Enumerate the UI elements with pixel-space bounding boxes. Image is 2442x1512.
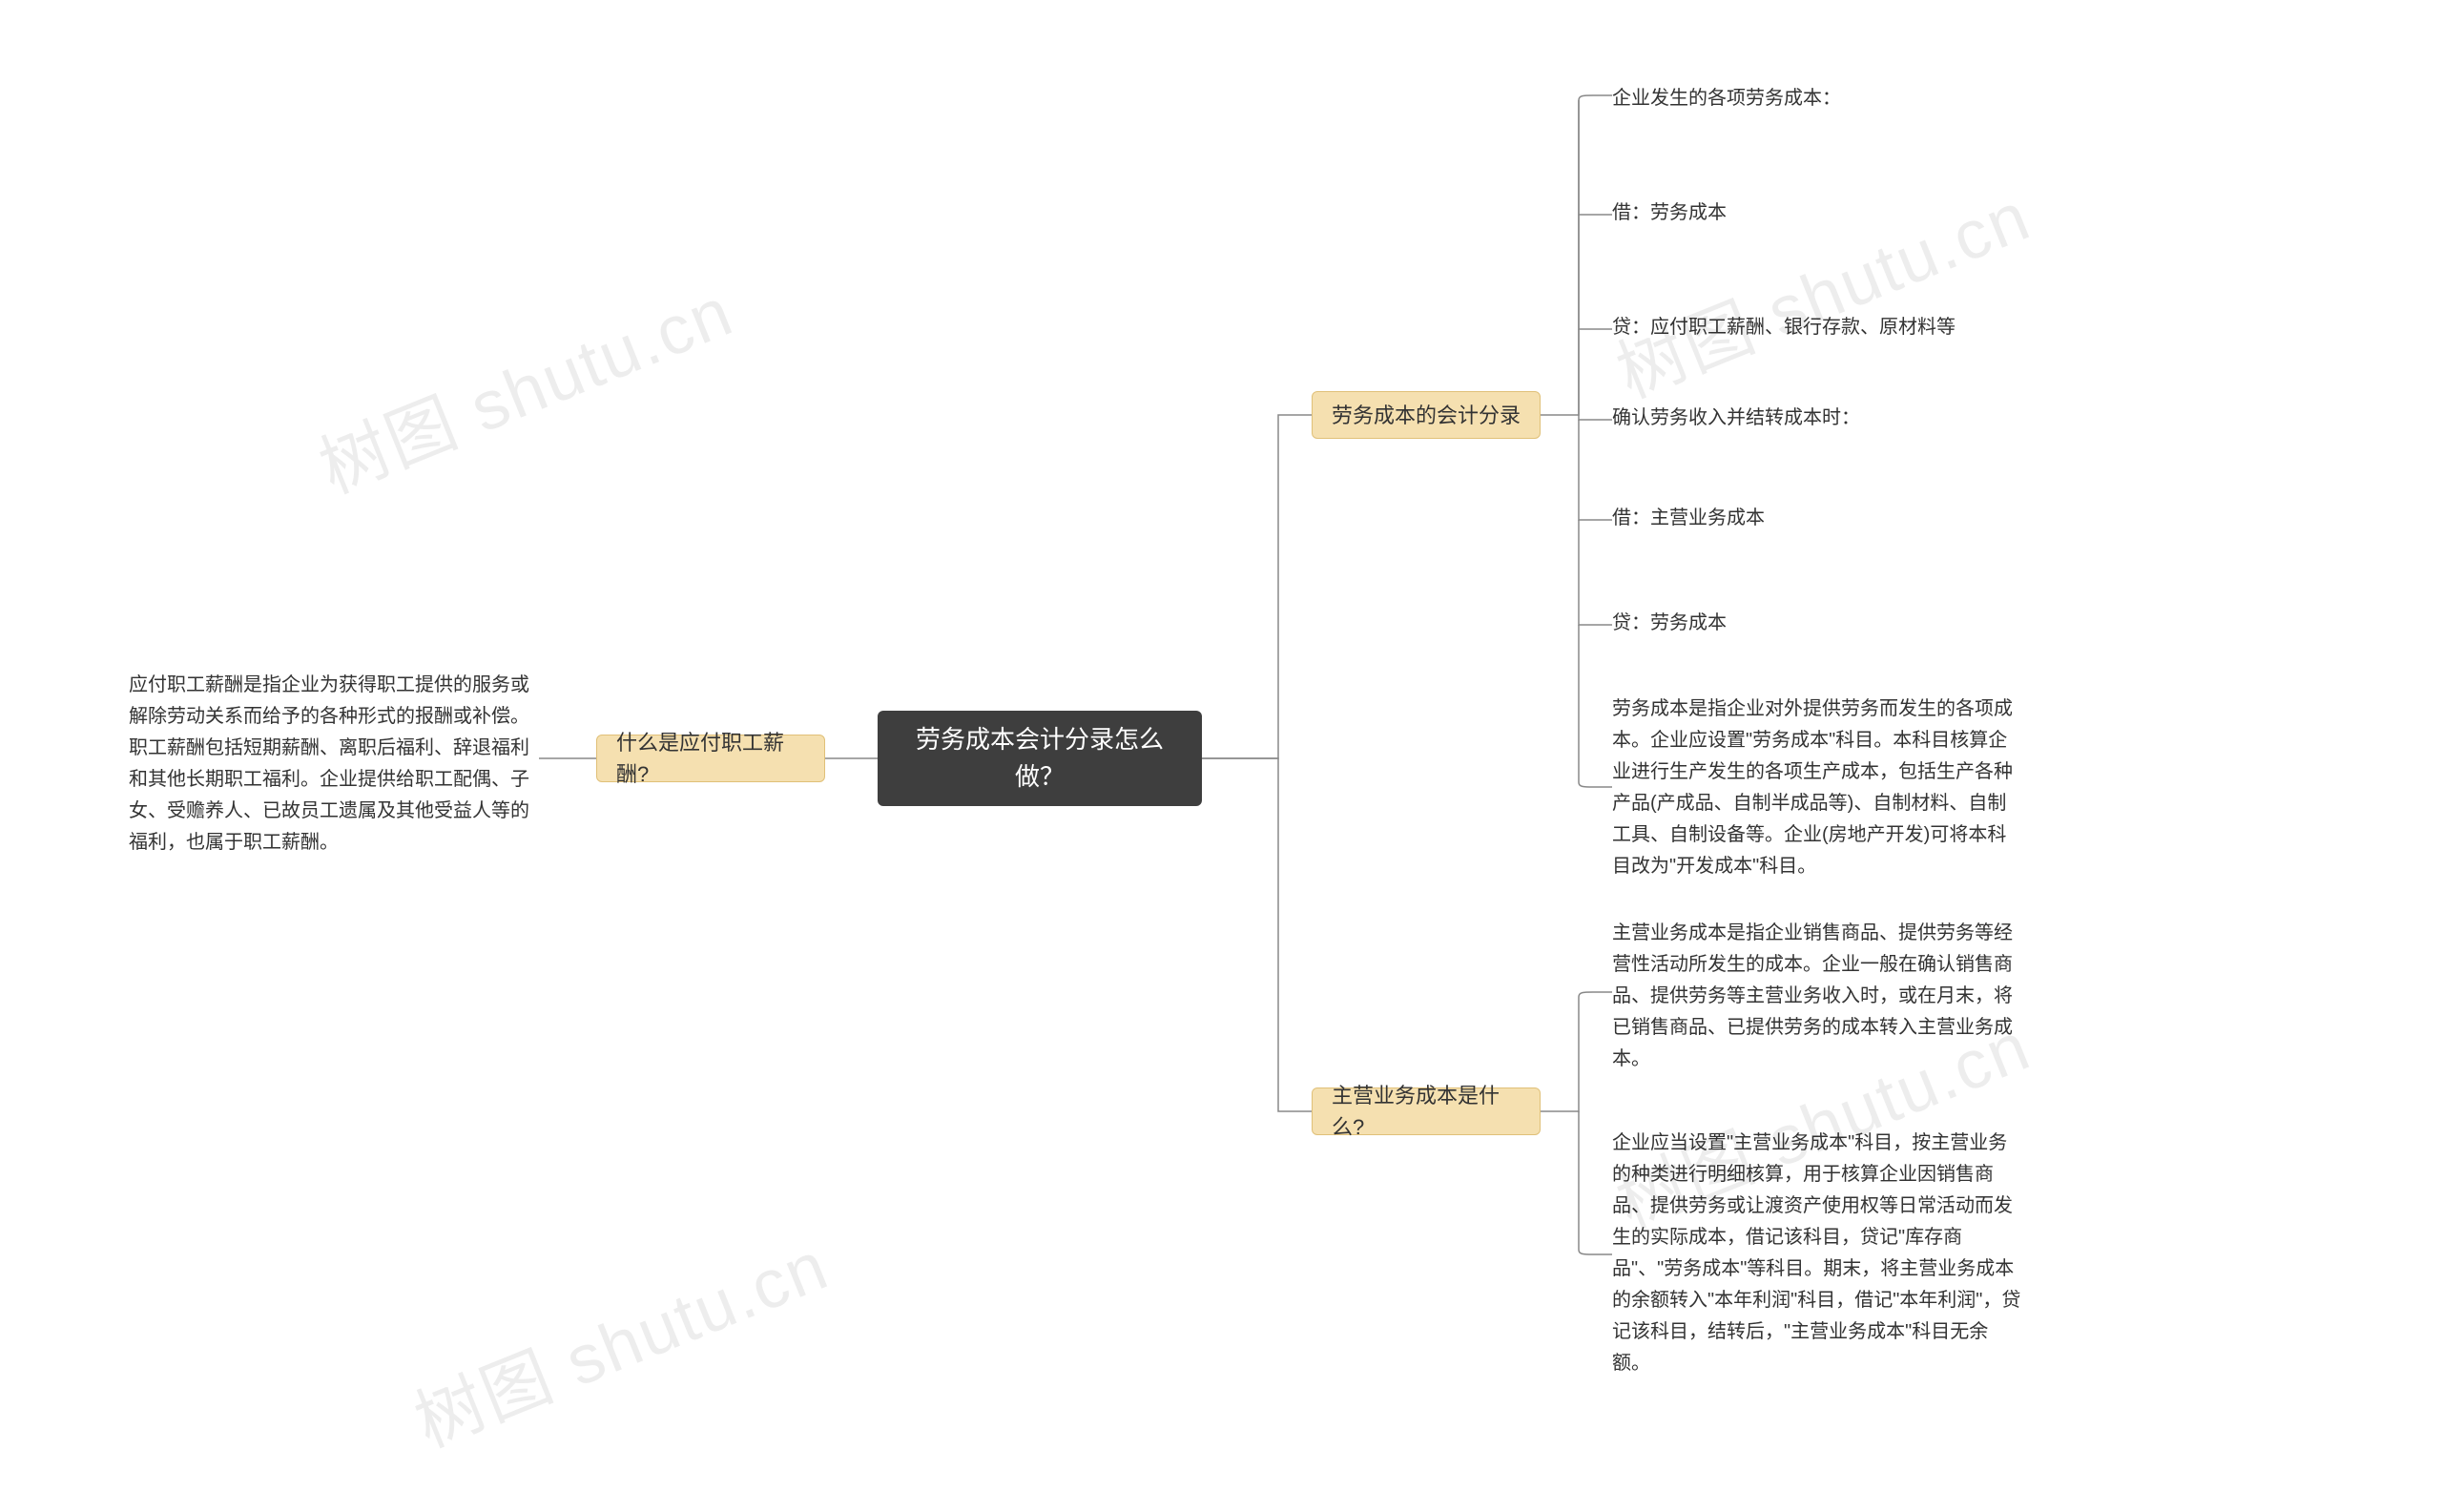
leaf-entry-1: 企业发生的各项劳务成本：: [1612, 81, 2013, 116]
watermark: 树图 shutu.cn: [398, 1210, 840, 1466]
leaf-text: 贷：应付职工薪酬、银行存款、原材料等: [1612, 312, 1956, 343]
leaf-main-cost-1: 主营业务成本是指企业销售商品、提供劳务等经营性活动所发生的成本。企业一般在确认销…: [1612, 916, 2022, 1077]
leaf-entry-2: 借：劳务成本: [1612, 196, 2013, 231]
leaf-entry-6: 贷：劳务成本: [1612, 606, 2013, 641]
root-text: 劳务成本会计分录怎么做？: [897, 721, 1183, 796]
leaf-text: 贷：劳务成本: [1612, 608, 1727, 639]
leaf-entry-5: 借：主营业务成本: [1612, 501, 2013, 536]
leaf-entry-4: 确认劳务收入并结转成本时：: [1612, 401, 2013, 436]
branch-payroll-definition: 什么是应付职工薪酬?: [596, 735, 825, 782]
watermark: 树图 shutu.cn: [302, 256, 745, 512]
branch-label: 什么是应付职工薪酬?: [616, 727, 805, 790]
branch-main-business-cost: 主营业务成本是什么?: [1312, 1087, 1541, 1135]
leaf-text: 企业应当设置"主营业务成本"科目，按主营业务的种类进行明细核算，用于核算企业因销…: [1612, 1128, 2022, 1379]
leaf-text: 主营业务成本是指企业销售商品、提供劳务等经营性活动所发生的成本。企业一般在确认销…: [1612, 918, 2022, 1075]
leaf-text: 劳务成本是指企业对外提供劳务而发生的各项成本。企业应设置"劳务成本"科目。本科目…: [1612, 694, 2022, 882]
branch-label: 主营业务成本是什么?: [1332, 1080, 1521, 1143]
leaf-text: 借：劳务成本: [1612, 197, 1727, 229]
leaf-main-cost-2: 企业应当设置"主营业务成本"科目，按主营业务的种类进行明细核算，用于核算企业因销…: [1612, 1126, 2022, 1381]
branch-accounting-entries: 劳务成本的会计分录: [1312, 391, 1541, 439]
leaf-text: 确认劳务收入并结转成本时：: [1612, 403, 1860, 434]
leaf-payroll-definition-text: 应付职工薪酬是指企业为获得职工提供的服务或解除劳动关系而给予的各种形式的报酬或补…: [129, 668, 539, 860]
mindmap-root: 劳务成本会计分录怎么做？: [878, 711, 1202, 806]
branch-label: 劳务成本的会计分录: [1332, 400, 1521, 431]
leaf-entry-7: 劳务成本是指企业对外提供劳务而发生的各项成本。企业应设置"劳务成本"科目。本科目…: [1612, 692, 2022, 884]
leaf-entry-3: 贷：应付职工薪酬、银行存款、原材料等: [1612, 310, 2013, 345]
leaf-text: 应付职工薪酬是指企业为获得职工提供的服务或解除劳动关系而给予的各种形式的报酬或补…: [129, 670, 539, 859]
leaf-text: 企业发生的各项劳务成本：: [1612, 83, 1841, 114]
leaf-text: 借：主营业务成本: [1612, 503, 1765, 534]
